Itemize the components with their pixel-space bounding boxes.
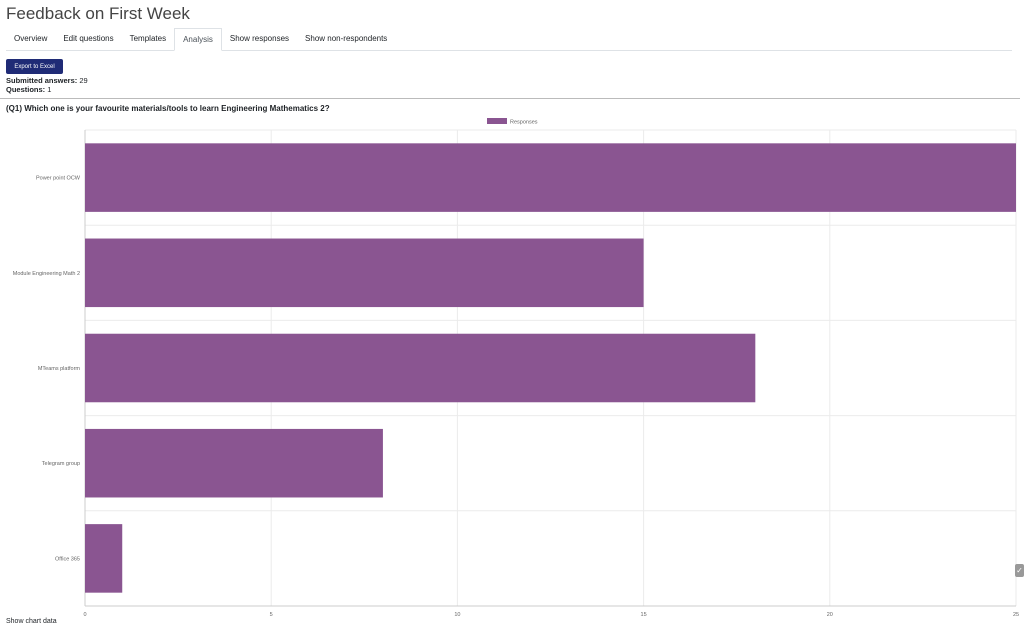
x-tick-label: 20 [827, 612, 833, 618]
show-chart-data-link[interactable]: Show chart data [6, 618, 57, 625]
bar-0 [85, 143, 1016, 212]
page-title: Feedback on First Week [6, 4, 190, 23]
scroll-button[interactable]: ✓ [1015, 564, 1024, 577]
x-tick-label: 0 [83, 612, 86, 618]
questions-count: Questions: 1 [6, 85, 51, 94]
chart-bars [85, 143, 1016, 593]
y-tick-label: Power point OCW [36, 176, 81, 182]
bar-2 [85, 333, 756, 403]
chart-x-ticks: 0 5 10 15 20 25 [83, 612, 1019, 618]
export-to-excel-button[interactable]: Export to Excel [6, 59, 63, 74]
y-tick-label: Telegram group [42, 461, 80, 467]
x-tick-label: 15 [641, 612, 647, 618]
tab-edit-questions[interactable]: Edit questions [63, 34, 114, 43]
y-tick-label: Module Engineering Math 2 [13, 271, 80, 277]
legend-swatch [487, 118, 507, 124]
submitted-answers-value: 29 [79, 76, 88, 85]
submitted-answers-label: Submitted answers: [6, 76, 78, 85]
x-tick-label: 5 [270, 612, 273, 618]
tab-overview[interactable]: Overview [14, 34, 48, 43]
tab-templates[interactable]: Templates [129, 34, 167, 43]
x-tick-label: 25 [1013, 612, 1019, 618]
y-tick-label: MTeams platform [38, 366, 81, 372]
chart-y-labels: Power point OCW Module Engineering Math 2… [13, 176, 81, 563]
tab-analysis[interactable]: Analysis [174, 28, 222, 51]
x-tick-label: 10 [454, 612, 460, 618]
legend-label: Responses [510, 120, 538, 126]
questions-count-label: Questions: [6, 85, 46, 94]
question-text: (Q1) Which one is your favourite materia… [6, 104, 330, 113]
tab-show-non-respondents[interactable]: Show non-respondents [305, 34, 388, 43]
questions-count-value: 1 [47, 85, 52, 94]
responses-bar-chart: 0 5 10 15 20 25 Power point OCW Module Enginee… [13, 118, 1019, 618]
bar-4 [85, 524, 123, 593]
tab-show-responses[interactable]: Show responses [229, 34, 290, 43]
submitted-answers: Submitted answers: 29 [6, 76, 88, 85]
bar-1 [85, 238, 644, 308]
divider [0, 98, 1020, 99]
bar-3 [85, 428, 383, 498]
tab-bar: Overview Edit questions Templates Analys… [6, 28, 1012, 51]
chart-legend: Responses [487, 118, 538, 126]
y-tick-label: Office 365 [55, 556, 80, 562]
